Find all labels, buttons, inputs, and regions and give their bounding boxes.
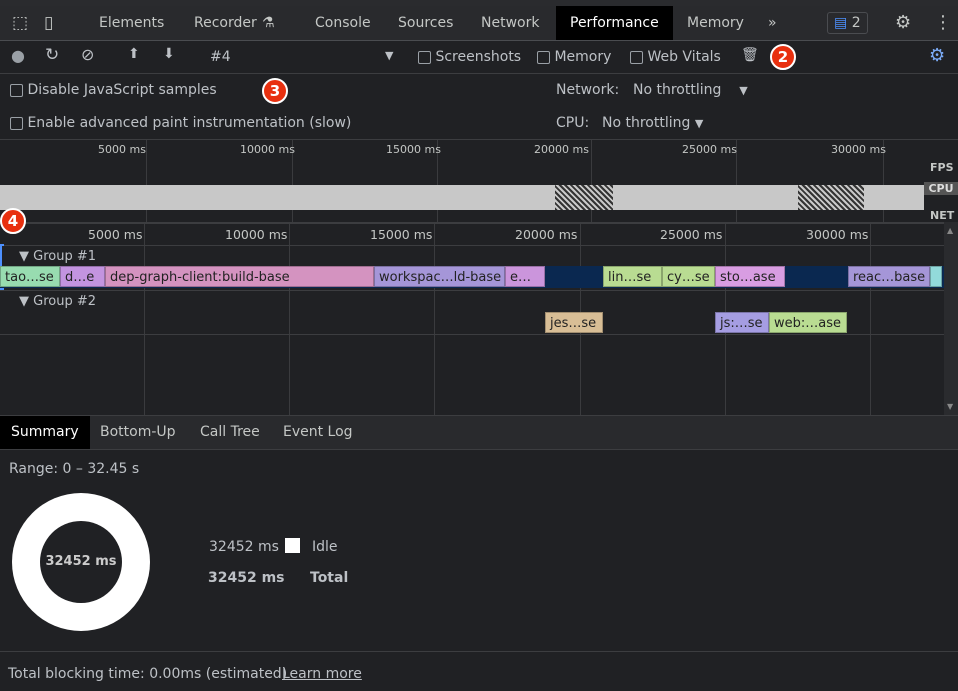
group-1-header[interactable]: ▼ Group #1 [19,249,97,264]
more-menu-icon[interactable]: ⋮ [934,12,952,33]
download-icon[interactable]: ⬇ [163,46,175,62]
flame-bar[interactable]: sto…ase [715,266,785,287]
tab-bar: ⬚ ▯ Elements Recorder ⚗ Console Sources … [0,0,958,41]
overview-tick: 5000 ms [98,143,146,156]
annotation-badge: 4 [0,208,26,234]
reload-button[interactable]: ↻ [45,45,60,65]
chevron-down-icon[interactable]: ▼ [385,49,394,62]
total-label: Total [310,570,349,586]
group-2-header[interactable]: ▼ Group #2 [19,294,97,309]
recording-select[interactable]: #4 [210,49,231,65]
flame-bar[interactable]: js:…se [715,312,769,333]
timeline-tick: 25000 ms [660,227,723,242]
cpu-label: CPU: [556,115,590,131]
overview-tick: 30000 ms [831,143,886,156]
tab-bottom-up[interactable]: Bottom-Up [100,424,176,440]
cpu-label: CPU [924,182,958,195]
tab-console[interactable]: Console [315,15,371,31]
donut-total: 32452 ms [45,554,117,569]
message-icon: ▤ [834,15,848,31]
web-vitals-checkbox[interactable]: Web Vitals [630,49,721,65]
trash-icon[interactable]: 🗑 [741,47,759,63]
tab-call-tree[interactable]: Call Tree [200,424,260,440]
blocking-time-text: Total blocking time: 0.00ms (estimated) [8,666,288,682]
memory-checkbox[interactable]: Memory [537,49,611,65]
learn-more-link[interactable]: Learn more [282,666,362,682]
tab-memory[interactable]: Memory [687,15,744,31]
flame-bar[interactable]: tao…se [0,266,60,287]
idle-value: 32452 ms [209,539,279,555]
net-label: NET [930,209,955,222]
flame-bar[interactable]: reac…base [848,266,930,287]
tab-performance[interactable]: Performance [556,6,673,40]
summary-donut: 32452 ms [12,493,150,631]
flame-bar[interactable]: dep-graph-client:build-base [105,266,374,287]
annotation-badge: 3 [262,78,288,104]
gear-icon[interactable]: ⚙ [895,12,912,33]
flame-bar[interactable]: jes…se [545,312,603,333]
timeline-tick: 30000 ms [806,227,869,242]
annotation-badge: 2 [770,44,796,70]
tab-summary[interactable]: Summary [0,416,90,449]
screenshots-checkbox[interactable]: Screenshots [418,49,521,65]
cpu-throttling-select[interactable]: No throttling ▼ [602,115,704,131]
timeline-tick: 15000 ms [370,227,433,242]
overview-tick: 25000 ms [682,143,737,156]
tab-elements[interactable]: Elements [99,15,165,31]
capture-settings-icon[interactable]: ⚙ [929,45,946,66]
footer: Total blocking time: 0.00ms (estimated) … [0,651,958,691]
overview-tick: 10000 ms [240,143,295,156]
flame-bar[interactable]: lin…se [603,266,662,287]
flame-bar[interactable]: workspac…ld-base [374,266,505,287]
idle-swatch [285,538,300,553]
upload-icon[interactable]: ⬆ [128,46,140,62]
tab-event-log[interactable]: Event Log [283,424,353,440]
fps-label: FPS [930,161,954,174]
settings-pane: Disable JavaScript samples Enable advanc… [0,74,958,140]
idle-label: Idle [312,539,338,555]
network-throttling-select[interactable]: No throttling ▼ [633,82,748,98]
issues-button[interactable]: ▤ 2 [827,12,868,34]
device-toolbar-icon[interactable]: ▯ [44,13,54,33]
timeline-tick: 20000 ms [515,227,578,242]
flame-bar[interactable]: web:…ase [769,312,847,333]
timeline-tick: 5000 ms [88,227,143,242]
flame-bar[interactable]: d…e [60,266,105,287]
clear-button[interactable]: ⊘ [81,45,95,64]
issues-count: 2 [851,15,861,31]
disable-js-samples-checkbox[interactable]: Disable JavaScript samples [10,82,217,98]
flame-chart[interactable]: 5000 ms 10000 ms 15000 ms 20000 ms 25000… [0,222,944,417]
network-label: Network: [556,82,620,98]
bottom-tabs [0,415,958,450]
flame-bar[interactable]: e… [505,266,545,287]
tab-sources[interactable]: Sources [398,15,454,31]
flask-icon: ⚗ [262,15,275,31]
perf-toolbar: ● ↻ ⊘ ⬆ ⬇ #4 ▼ Screenshots Memory Web Vi… [0,41,958,74]
record-button[interactable]: ● [11,46,25,65]
paint-instrumentation-checkbox[interactable]: Enable advanced paint instrumentation (s… [10,115,351,131]
more-tabs-icon[interactable]: » [768,15,777,31]
tab-recorder[interactable]: Recorder [194,15,257,31]
scrollbar[interactable]: ▲ ▼ [944,222,958,415]
overview-tick: 20000 ms [534,143,589,156]
range-label: Range: 0 – 32.45 s [9,461,140,477]
overview-tick: 15000 ms [386,143,441,156]
flame-bar[interactable] [930,266,942,287]
timeline-overview[interactable]: 5000 ms 10000 ms 15000 ms 20000 ms 25000… [0,140,958,222]
total-value: 32452 ms [208,570,285,586]
cpu-chart [0,185,924,210]
inspect-element-icon[interactable]: ⬚ [12,13,29,33]
flame-bar[interactable]: cy…se [662,266,715,287]
tab-network[interactable]: Network [481,15,540,31]
timeline-tick: 10000 ms [225,227,288,242]
